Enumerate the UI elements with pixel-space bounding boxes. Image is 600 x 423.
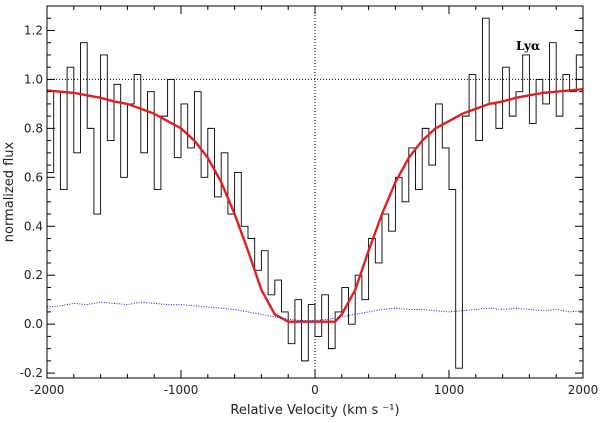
y-tick-label: 0.2	[24, 268, 43, 282]
x-tick-label: -1000	[164, 383, 199, 397]
y-tick-label: 0.8	[24, 121, 43, 135]
x-tick-label: 2000	[568, 383, 599, 397]
x-axis-title: Relative Velocity (km s ⁻¹)	[230, 403, 399, 418]
line-annotation: Lyα	[516, 39, 540, 53]
y-tick-label: 0.4	[24, 219, 43, 233]
y-tick-label: 0.0	[24, 317, 43, 331]
y-tick-label: 0.6	[24, 170, 43, 184]
x-tick-label: -2000	[30, 383, 65, 397]
x-tick-label: 0	[311, 383, 319, 397]
x-tick-label: 1000	[434, 383, 465, 397]
series-model	[46, 88, 584, 323]
series-flux	[47, 17, 584, 369]
series-error	[46, 301, 584, 321]
y-axis-title: normalized flux	[2, 141, 17, 242]
y-tick-label: -0.2	[20, 366, 43, 380]
y-tick-label: 1.0	[24, 72, 43, 86]
y-tick-label: 1.2	[24, 23, 43, 37]
